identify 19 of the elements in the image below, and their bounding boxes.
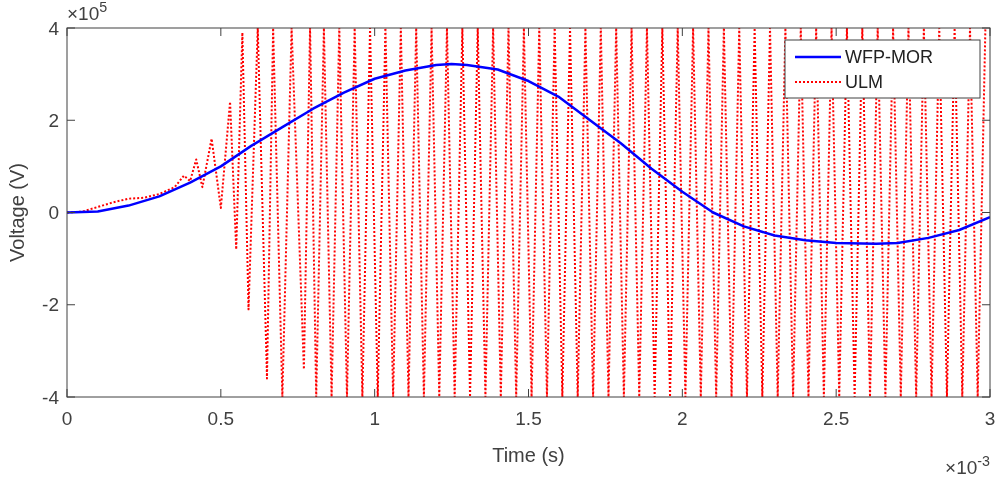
y-tick-label: -4 (42, 386, 60, 408)
x-tick-label: 0.5 (207, 408, 235, 429)
x-tick-label: 2.5 (822, 408, 850, 429)
y-tick-label: -2 (42, 294, 59, 316)
x-tick-label: 2 (677, 408, 688, 429)
x-axis-title: Time (s) (492, 444, 565, 466)
legend-label: ULM (845, 72, 884, 93)
x-tick-label: 0 (61, 408, 73, 429)
y-tick-label: 2 (48, 109, 59, 131)
x-tick-label: 3 (984, 408, 996, 429)
y-tick-label: 4 (48, 17, 60, 39)
x-tick-label: 1.5 (515, 408, 542, 429)
line-series (67, 62, 990, 246)
text: ×10$^{5}$ (67, 0, 108, 24)
y-tick-label: 0 (48, 202, 59, 224)
legend-label: WFP-MOR (845, 47, 933, 68)
x-tick-label: 1 (369, 408, 380, 429)
y-axis-title: Voltage (V) (6, 163, 28, 262)
text: ×10$^{-3}$ (945, 453, 991, 478)
